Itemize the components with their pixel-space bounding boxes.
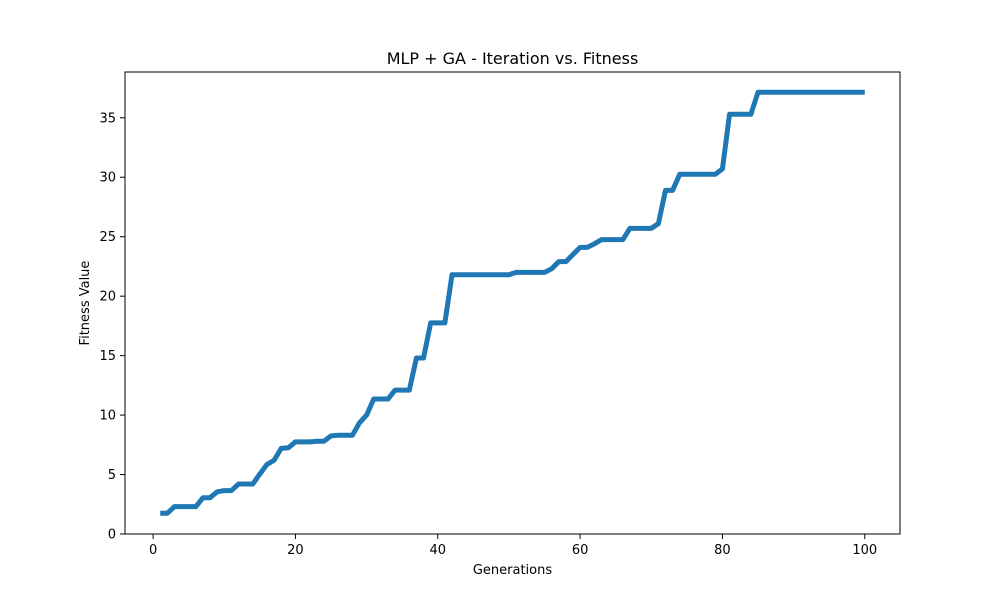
y-tick-label: 5 — [108, 468, 116, 483]
y-tick-label: 20 — [99, 290, 116, 305]
plot-area — [160, 89, 865, 516]
y-tick-label: 30 — [99, 171, 116, 186]
x-tick-label: 20 — [287, 543, 304, 558]
y-tick-label: 15 — [99, 349, 116, 364]
x-tick-label: 0 — [149, 543, 157, 558]
series-line-0 — [160, 89, 865, 516]
x-tick-label: 40 — [430, 543, 447, 558]
y-tick-label: 0 — [108, 528, 116, 543]
chart-title: MLP + GA - Iteration vs. Fitness — [387, 49, 639, 68]
plot-frame — [124, 71, 901, 535]
x-tick-label: 100 — [852, 543, 877, 558]
x-tick-label: 80 — [714, 543, 731, 558]
y-tick-label: 10 — [99, 409, 116, 424]
y-axis: 0 5 10 15 20 25 30 35 — [99, 111, 125, 543]
y-tick-label: 25 — [99, 230, 116, 245]
x-tick-label: 60 — [572, 543, 589, 558]
x-axis: 0 20 40 60 80 100 — [149, 534, 877, 558]
x-axis-label: Generations — [473, 563, 553, 578]
y-axis-label: Fitness Value — [78, 261, 93, 346]
y-tick-label: 35 — [99, 111, 116, 126]
